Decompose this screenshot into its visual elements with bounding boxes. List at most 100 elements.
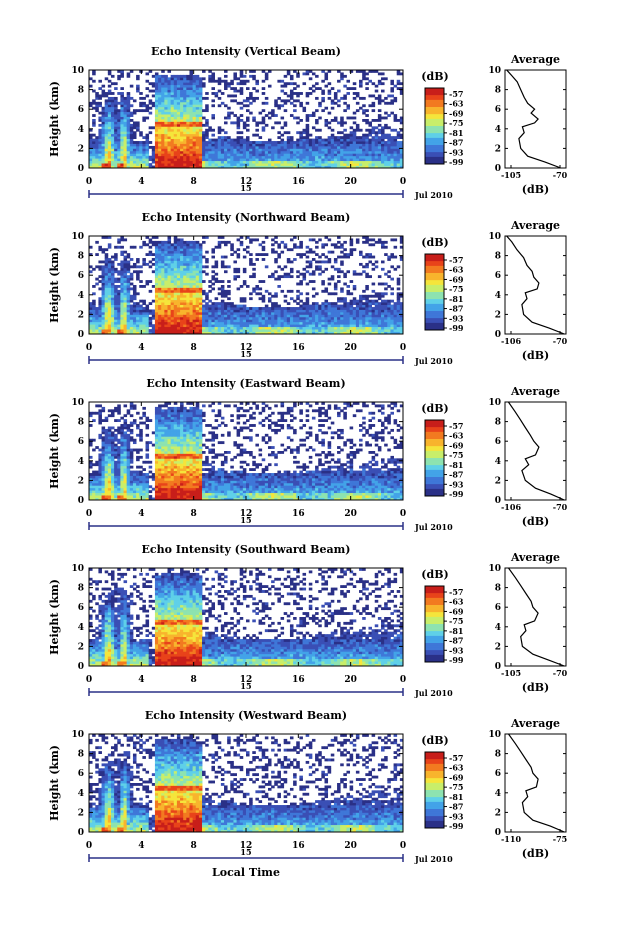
heatmap-cell bbox=[98, 138, 102, 142]
heatmap-cell bbox=[343, 302, 347, 305]
heatmap-cell bbox=[110, 141, 115, 144]
heatmap-cell bbox=[126, 160, 131, 164]
heatmap-cell bbox=[145, 104, 150, 108]
heatmap-cell bbox=[170, 101, 175, 105]
heatmap-cell bbox=[396, 321, 401, 325]
heatmap-cell bbox=[104, 285, 109, 288]
heatmap-cell bbox=[296, 319, 300, 323]
heatmap-cell bbox=[142, 307, 146, 310]
heatmap-cell bbox=[330, 314, 335, 318]
heatmap-cell bbox=[255, 285, 259, 288]
heatmap-cell bbox=[233, 145, 237, 149]
heatmap-cell bbox=[293, 329, 297, 332]
heatmap-cell bbox=[154, 165, 159, 169]
heatmap-cell bbox=[107, 136, 112, 139]
heatmap-cell bbox=[164, 104, 168, 108]
heatmap-cell bbox=[381, 165, 385, 169]
heatmap-cell bbox=[315, 267, 319, 271]
heatmap-cell bbox=[161, 145, 165, 149]
heatmap-cell bbox=[249, 262, 253, 266]
heatmap-cell bbox=[107, 302, 112, 305]
heatmap-cell bbox=[274, 165, 278, 169]
heatmap-cell bbox=[126, 121, 131, 125]
heatmap-cell bbox=[371, 321, 376, 325]
heatmap-cell bbox=[167, 94, 172, 98]
heatmap-cell bbox=[349, 319, 354, 323]
heatmap-cell bbox=[214, 326, 219, 330]
heatmap-cell bbox=[330, 150, 335, 154]
heatmap-cell bbox=[164, 287, 168, 291]
heatmap-cell bbox=[277, 304, 281, 308]
heatmap-cell bbox=[195, 136, 200, 139]
heatmap-cell bbox=[126, 106, 131, 110]
heatmap-cell bbox=[305, 265, 310, 269]
profile-title: Average bbox=[510, 53, 560, 66]
heatmap-cell bbox=[183, 84, 187, 88]
heatmap-cell bbox=[246, 326, 250, 330]
heatmap-cell bbox=[170, 265, 175, 269]
heatmap-cell bbox=[308, 158, 313, 162]
heatmap-cell bbox=[158, 141, 162, 144]
heatmap-cell bbox=[186, 289, 190, 293]
heatmap-cell bbox=[186, 262, 190, 266]
heatmap-cell bbox=[167, 307, 172, 310]
heatmap-cell bbox=[101, 121, 106, 125]
heatmap-cell bbox=[195, 240, 200, 244]
heatmap-cell bbox=[305, 324, 310, 328]
heatmap-cell bbox=[145, 136, 150, 139]
heatmap-cell bbox=[208, 143, 212, 147]
heatmap-cell bbox=[233, 148, 237, 152]
heatmap-cell bbox=[242, 79, 247, 83]
heatmap-cell bbox=[362, 304, 366, 308]
heatmap-cell bbox=[346, 133, 351, 137]
heatmap-cell bbox=[145, 106, 150, 110]
heatmap-cell bbox=[233, 270, 237, 274]
heatmap-cell bbox=[258, 329, 263, 332]
heatmap-cell bbox=[148, 245, 153, 249]
heatmap-cell bbox=[129, 282, 134, 286]
heatmap-cell bbox=[117, 270, 121, 274]
heatmap-cell bbox=[220, 309, 225, 313]
heatmap-cell bbox=[255, 143, 259, 147]
heatmap-cell bbox=[293, 150, 297, 154]
heatmap-cell bbox=[170, 262, 175, 266]
heatmap-cell bbox=[296, 270, 300, 274]
heatmap-cell bbox=[286, 160, 291, 164]
heatmap-cell bbox=[110, 262, 115, 266]
heatmap-cell bbox=[136, 304, 140, 308]
heatmap-cell bbox=[359, 311, 363, 315]
heatmap-cell bbox=[220, 79, 225, 83]
heatmap-cell bbox=[186, 282, 190, 286]
heatmap-cell bbox=[264, 163, 269, 166]
heatmap-cell bbox=[305, 128, 310, 132]
heatmap-cell bbox=[158, 79, 162, 83]
heatmap-cell bbox=[195, 96, 200, 100]
heatmap-cell bbox=[381, 292, 385, 296]
heatmap-cell bbox=[381, 72, 385, 76]
heatmap-cell bbox=[327, 92, 332, 95]
heatmap-cell bbox=[132, 123, 137, 127]
heatmap-cell bbox=[349, 145, 354, 149]
heatmap-cell bbox=[170, 260, 175, 264]
heatmap-cell bbox=[120, 141, 124, 144]
heatmap-cell bbox=[126, 311, 131, 315]
heatmap-cell bbox=[183, 128, 187, 132]
heatmap-cell bbox=[101, 282, 106, 286]
heatmap-cell bbox=[189, 304, 194, 308]
heatmap-cell bbox=[246, 158, 250, 162]
heatmap-cell bbox=[202, 299, 206, 303]
heatmap-cell bbox=[158, 331, 162, 335]
heatmap-cell bbox=[242, 307, 247, 310]
heatmap-cell bbox=[176, 148, 181, 152]
heatmap-cell bbox=[189, 292, 194, 296]
heatmap-cell bbox=[208, 148, 212, 152]
heatmap-cell bbox=[346, 153, 351, 157]
heatmap-cell bbox=[164, 255, 168, 259]
heatmap-cell bbox=[192, 148, 197, 152]
heatmap-cell bbox=[346, 314, 351, 318]
heatmap-cell bbox=[180, 136, 184, 139]
heatmap-cell bbox=[145, 326, 150, 330]
heatmap-cell bbox=[164, 84, 168, 88]
heatmap-cell bbox=[305, 292, 310, 296]
heatmap-cell bbox=[242, 248, 247, 252]
